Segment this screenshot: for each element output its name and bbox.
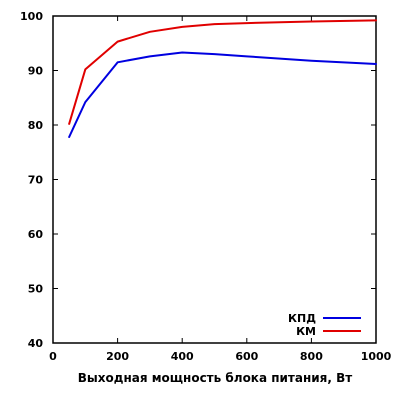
legend-label: КПД: [288, 312, 316, 325]
plot-frame: [52, 15, 377, 344]
series-lines: [68, 19, 377, 138]
x-tick-label: 400: [171, 350, 194, 363]
series-line-km: [68, 19, 377, 125]
x-tick-label: 200: [106, 350, 129, 363]
y-tick-label: 50: [28, 283, 44, 296]
y-tick-label: 70: [28, 174, 44, 187]
y-tick-label: 90: [28, 65, 44, 78]
x-tick-label: 1000: [361, 350, 392, 363]
y-tick-label: 40: [28, 337, 44, 350]
x-axis-title: Выходная мощность блока питания, Вт: [78, 371, 353, 385]
axes: [52, 15, 377, 344]
y-tick-label: 60: [28, 228, 44, 241]
x-tick-label: 800: [300, 350, 323, 363]
y-tick-label: 80: [28, 119, 44, 132]
x-tick-label: 600: [235, 350, 258, 363]
legend-label: КМ: [296, 325, 316, 338]
y-tick-label: 100: [20, 10, 43, 23]
series-line-kpd: [68, 51, 377, 138]
x-tick-label: 0: [49, 350, 57, 363]
